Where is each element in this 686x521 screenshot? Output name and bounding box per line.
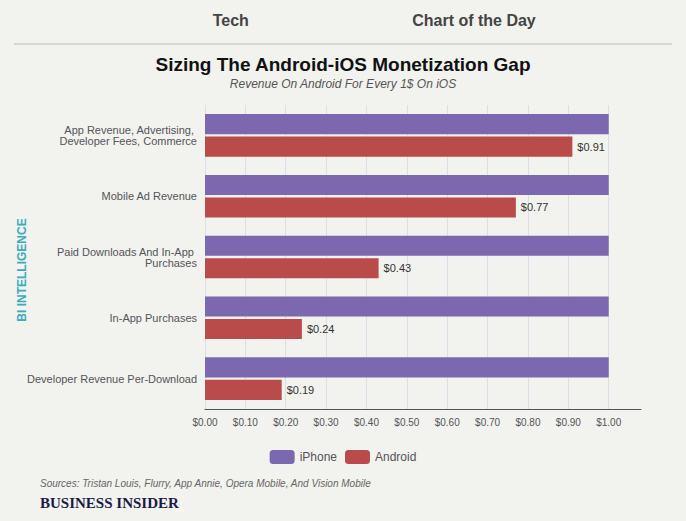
svg-text:Mobile Ad Revenue: Mobile Ad Revenue — [102, 190, 197, 202]
svg-text:$0.20: $0.20 — [273, 417, 298, 428]
svg-text:$0.70: $0.70 — [475, 417, 500, 428]
svg-text:In-App Purchases: In-App Purchases — [110, 312, 198, 324]
svg-text:$0.90: $0.90 — [556, 417, 581, 428]
svg-text:$0.40: $0.40 — [354, 417, 379, 428]
svg-text:$1.00: $1.00 — [596, 417, 621, 428]
svg-text:$0.91: $0.91 — [577, 141, 605, 153]
svg-text:$0.10: $0.10 — [233, 417, 258, 428]
svg-text:$0.24: $0.24 — [307, 323, 335, 335]
svg-text:Android: Android — [375, 450, 416, 464]
svg-text:BUSINESS INSIDER: BUSINESS INSIDER — [40, 495, 179, 511]
svg-text:Tech: Tech — [213, 12, 249, 29]
svg-text:BI INTELLIGENCE: BI INTELLIGENCE — [15, 218, 29, 321]
svg-text:Paid Downloads And In-App: Paid Downloads And In-App — [57, 245, 197, 258]
svg-text:Sizing The Android-iOS Monetiz: Sizing The Android-iOS Monetization Gap — [155, 54, 530, 75]
svg-text:Purchases: Purchases — [145, 257, 197, 269]
svg-text:$0.60: $0.60 — [435, 417, 460, 428]
svg-text:$0.19: $0.19 — [287, 384, 315, 396]
svg-text:$0.00: $0.00 — [192, 417, 217, 428]
svg-text:Developer Fees, Commerce: Developer Fees, Commerce — [59, 135, 197, 147]
svg-text:iPhone: iPhone — [300, 450, 338, 464]
svg-text:$0.30: $0.30 — [314, 417, 339, 428]
svg-text:$0.50: $0.50 — [394, 417, 419, 428]
svg-text:Chart of the Day: Chart of the Day — [412, 12, 536, 29]
svg-text:App Revenue, Advertising,: App Revenue, Advertising, — [64, 123, 197, 136]
svg-text:Revenue On Android For Every 1: Revenue On Android For Every 1$ On iOS — [230, 77, 456, 91]
svg-text:$0.80: $0.80 — [515, 417, 540, 428]
svg-text:Sources: Tristan Louis, Flurry: Sources: Tristan Louis, Flurry, App Anni… — [40, 478, 371, 489]
svg-text:$0.43: $0.43 — [384, 262, 412, 274]
svg-text:Developer Revenue Per-Download: Developer Revenue Per-Download — [27, 373, 197, 385]
svg-text:$0.77: $0.77 — [521, 201, 549, 213]
